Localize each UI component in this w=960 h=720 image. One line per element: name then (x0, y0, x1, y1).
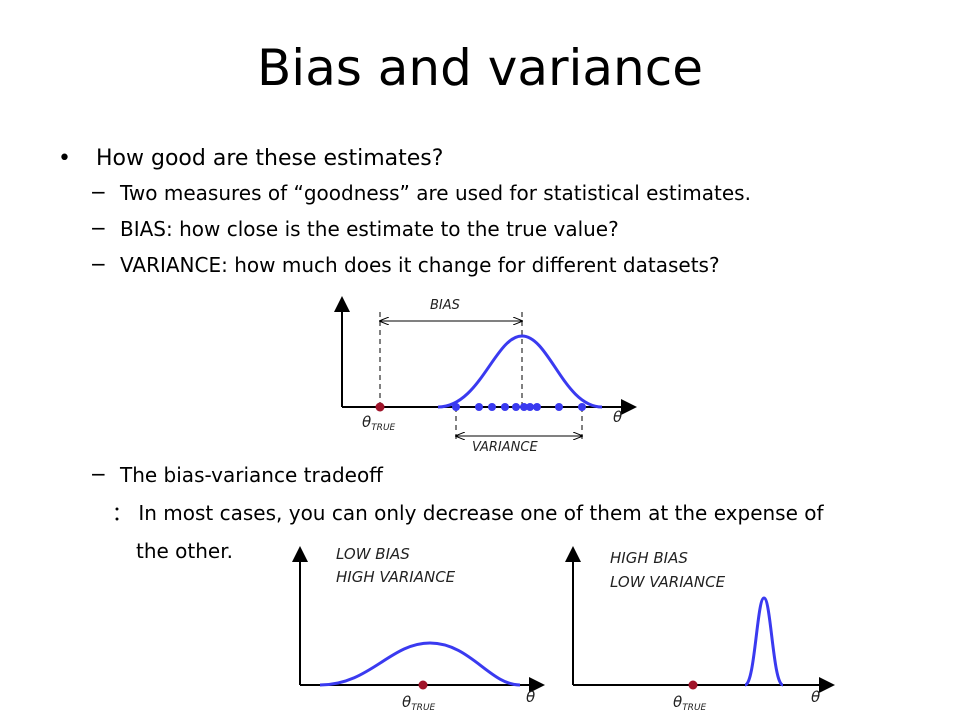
tradeoff-note: ： In most cases, you can only decrease o… (112, 501, 824, 525)
panel-title-line-1: LOW BIAS (336, 545, 410, 563)
theta-axis-label: θ (526, 688, 535, 706)
tradeoff-note-continued: the other. (136, 539, 233, 563)
theta-true-label: θTRUE (402, 693, 436, 713)
estimate-points (452, 403, 586, 411)
bias-variance-figure: BIAS VARIANCE θTRUE θ (334, 296, 637, 455)
panel-title-line-1: HIGH BIAS (610, 549, 688, 567)
estimate-distribution-curve (319, 641, 521, 687)
theta-true-label: θTRUE (673, 693, 707, 713)
estimate-distribution-curve (437, 334, 603, 409)
theta-true-label: θTRUE (362, 413, 396, 433)
estimate-point (501, 403, 509, 411)
estimate-point (578, 403, 586, 411)
bias-label: BIAS (430, 298, 460, 313)
dash-icon: − (90, 216, 107, 240)
estimate-point (526, 403, 534, 411)
estimate-point (488, 403, 496, 411)
bullet-icon: • (58, 146, 71, 171)
high-bias-low-variance-figure: HIGH BIAS LOW VARIANCE θTRUE θ (565, 546, 835, 713)
dash-icon: − (90, 252, 107, 276)
estimate-point (512, 403, 520, 411)
sub-item-bias: BIAS: how close is the estimate to the t… (120, 217, 619, 241)
true-value-point (418, 680, 428, 690)
theta-axis-label: θ (811, 688, 820, 706)
estimate-point (452, 403, 460, 411)
sub-item-variance: VARIANCE: how much does it change for di… (120, 253, 720, 277)
tradeoff-heading: The bias-variance tradeoff (120, 463, 383, 487)
estimate-point (475, 403, 483, 411)
theta-axis-label: θ (613, 408, 622, 426)
dash-icon: − (90, 180, 107, 204)
estimate-point (555, 403, 563, 411)
variance-label: VARIANCE (472, 440, 538, 455)
main-bullet: How good are these estimates? (96, 146, 444, 171)
true-value-point (688, 680, 698, 690)
estimate-distribution-curve (743, 596, 785, 687)
estimate-point (533, 403, 541, 411)
estimate-point (520, 403, 528, 411)
panel-title-line-2: HIGH VARIANCE (336, 568, 456, 586)
dash-icon: − (90, 462, 107, 486)
low-bias-high-variance-figure: LOW BIAS HIGH VARIANCE θTRUE θ (292, 545, 545, 713)
true-value-point (375, 402, 385, 412)
panel-title-line-2: LOW VARIANCE (610, 573, 726, 591)
slide-title: Bias and variance (257, 39, 703, 97)
sub-item-goodness: Two measures of “goodness” are used for … (120, 181, 751, 205)
